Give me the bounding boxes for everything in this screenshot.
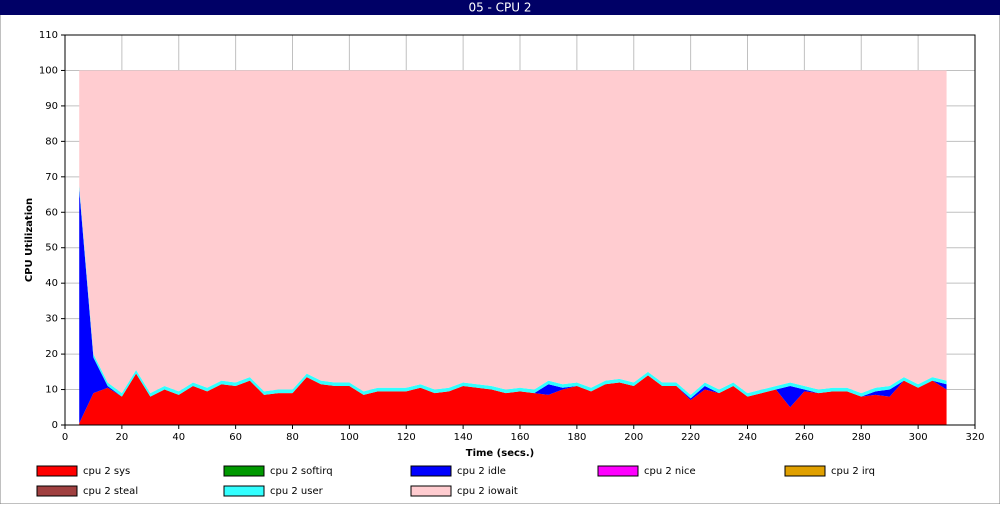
x-tick-label: 20 — [116, 432, 129, 443]
legend-swatch — [784, 465, 826, 477]
legend-swatch — [410, 485, 452, 497]
x-tick-label: 140 — [454, 432, 473, 443]
x-tick-label: 40 — [172, 432, 185, 443]
x-tick-label: 0 — [62, 432, 68, 443]
y-tick-label: 50 — [45, 243, 58, 254]
legend-label: cpu 2 iowait — [457, 486, 518, 497]
x-tick-label: 100 — [340, 432, 359, 443]
area — [79, 373, 947, 425]
y-tick-label: 90 — [45, 101, 58, 112]
y-tick-label: 10 — [45, 385, 58, 396]
legend-label: cpu 2 irq — [831, 466, 875, 477]
legend-label: cpu 2 softirq — [270, 466, 333, 477]
legend-label: cpu 2 steal — [83, 486, 138, 497]
legend-label: cpu 2 user — [270, 486, 324, 497]
x-tick-label: 160 — [510, 432, 529, 443]
x-tick-label: 180 — [567, 432, 586, 443]
legend-label: cpu 2 idle — [457, 466, 506, 477]
title-bar — [0, 0, 1000, 15]
legend-swatch — [597, 465, 639, 477]
y-tick-label: 80 — [45, 136, 58, 147]
y-tick-label: 0 — [52, 420, 58, 431]
y-axis-label: CPU Utilization — [24, 198, 35, 282]
x-tick-label: 260 — [795, 432, 814, 443]
y-tick-label: 110 — [39, 30, 58, 41]
legend-label: cpu 2 nice — [644, 466, 696, 477]
x-tick-label: 280 — [852, 432, 871, 443]
area — [79, 70, 947, 395]
x-tick-label: 200 — [624, 432, 643, 443]
legend-swatch — [410, 465, 452, 477]
x-tick-label: 220 — [681, 432, 700, 443]
y-tick-label: 100 — [39, 65, 58, 76]
y-tick-label: 70 — [45, 172, 58, 183]
chart-title: 05 - CPU 2 — [468, 1, 531, 15]
legend-swatch — [36, 465, 78, 477]
y-tick-label: 60 — [45, 207, 58, 218]
legend-swatch — [223, 485, 265, 497]
y-tick-label: 40 — [45, 278, 58, 289]
x-tick-label: 320 — [965, 432, 984, 443]
x-tick-label: 120 — [397, 432, 416, 443]
x-tick-label: 80 — [286, 432, 299, 443]
x-tick-label: 240 — [738, 432, 757, 443]
plot-frame — [64, 34, 976, 426]
x-tick-label: 60 — [229, 432, 242, 443]
x-tick-label: 300 — [909, 432, 928, 443]
y-tick-label: 30 — [45, 314, 58, 325]
y-tick-label: 20 — [45, 349, 58, 360]
legend-label: cpu 2 sys — [83, 466, 130, 477]
legend-swatch — [36, 485, 78, 497]
x-axis-label: Time (secs.) — [466, 448, 535, 459]
legend-swatch — [223, 465, 265, 477]
